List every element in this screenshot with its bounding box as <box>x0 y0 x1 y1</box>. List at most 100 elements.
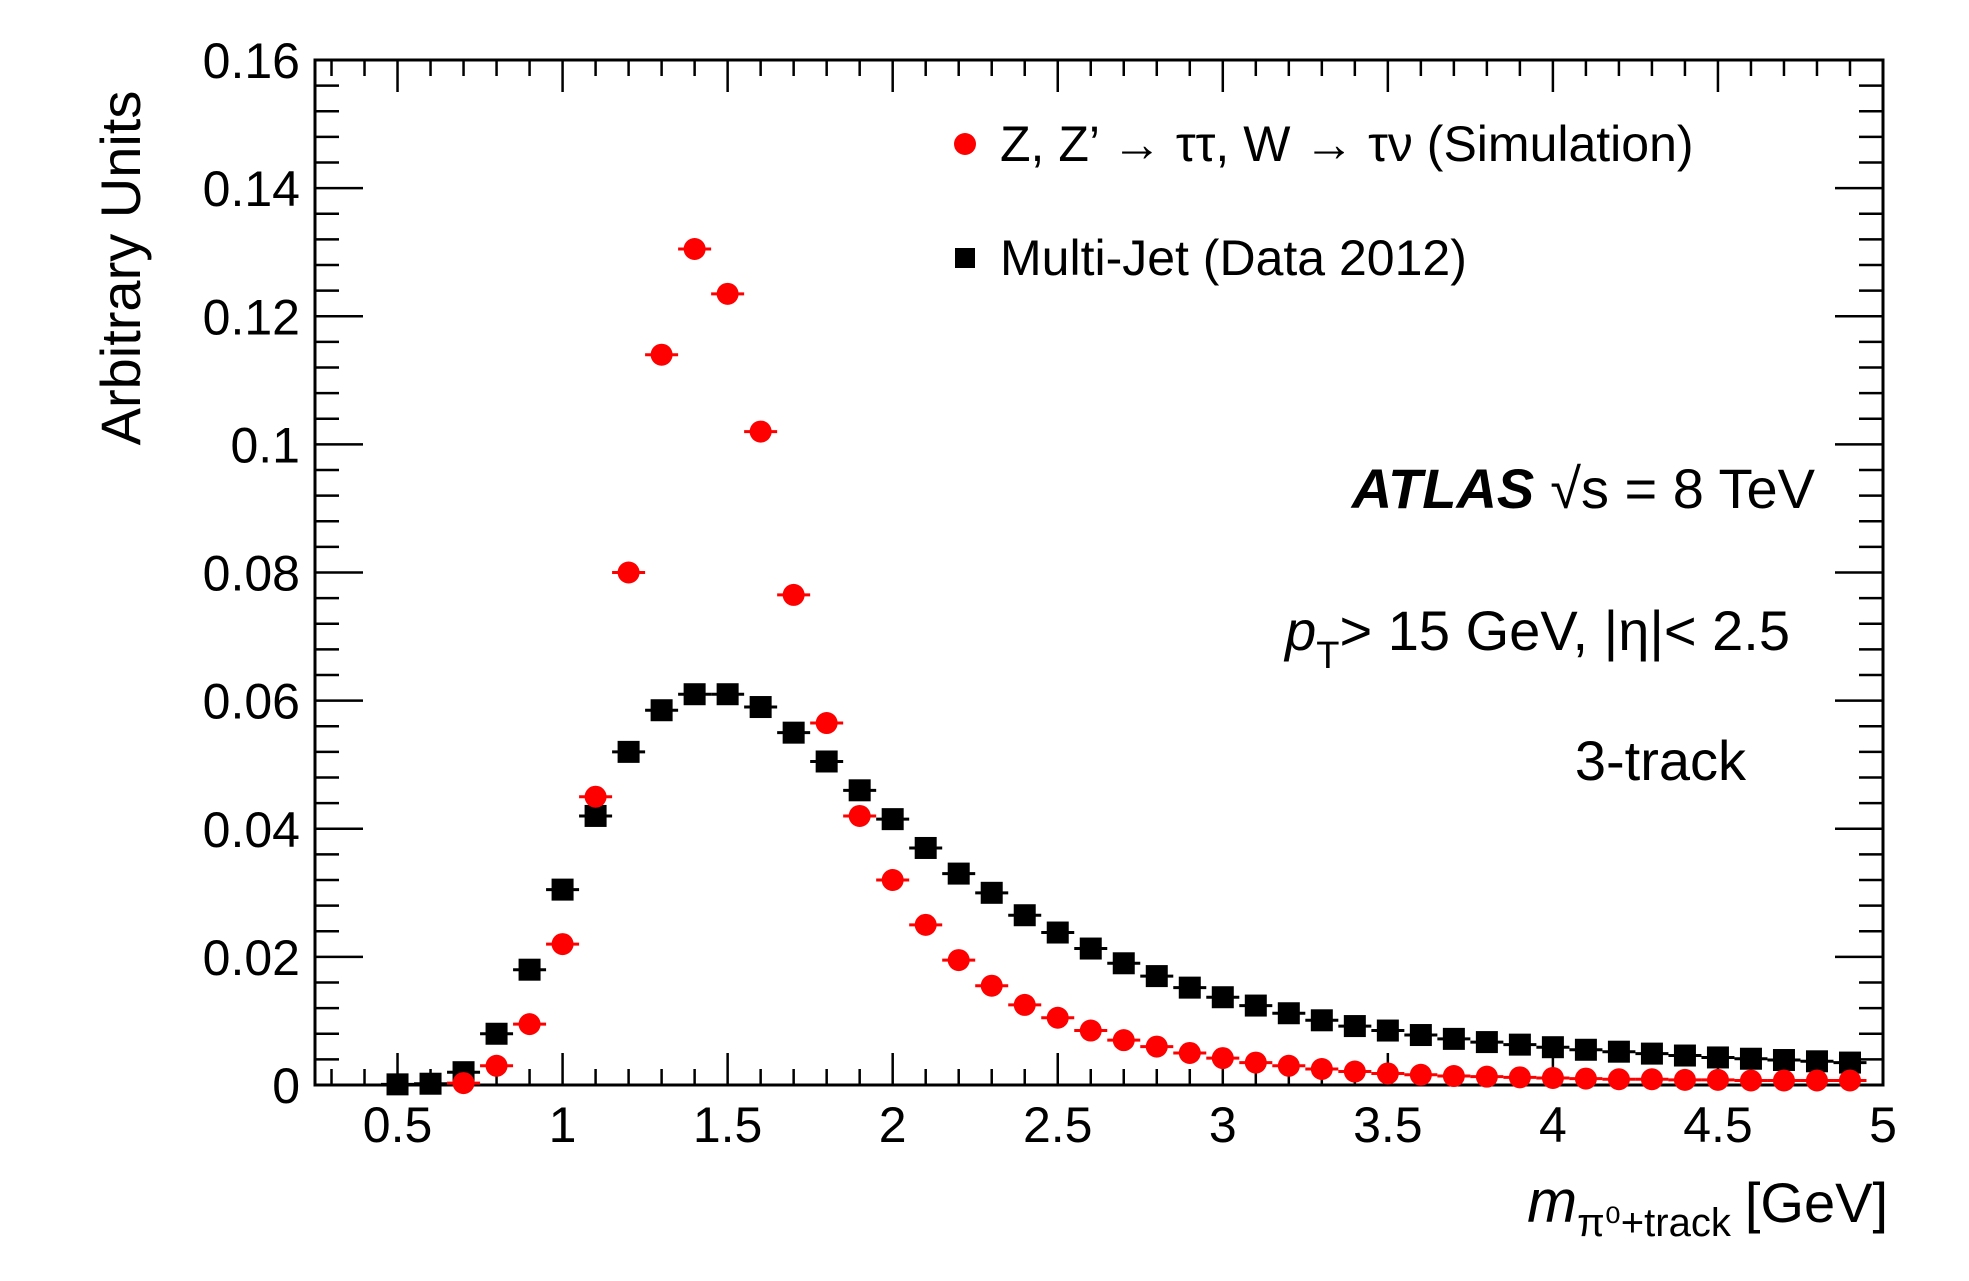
data-point <box>1013 993 1036 1016</box>
data-point <box>1541 1066 1564 1089</box>
data-point <box>1211 1047 1234 1070</box>
category-label: 3-track <box>1575 729 1747 792</box>
data-point <box>1508 1066 1531 1089</box>
data-point <box>1178 1041 1201 1064</box>
data-point <box>452 1072 475 1095</box>
data-point <box>980 881 1003 904</box>
y-tick-labels: 0 0.02 0.04 0.06 0.08 0.1 0.12 0.14 0.16 <box>203 33 300 1114</box>
data-point <box>1739 1069 1762 1092</box>
data-point <box>914 913 937 936</box>
x-tick-label: 5 <box>1869 1097 1897 1153</box>
data-series <box>381 237 1867 1096</box>
data-point <box>1805 1050 1828 1073</box>
data-point <box>1673 1044 1696 1067</box>
data-point <box>881 808 904 831</box>
x-tick-label: 1 <box>549 1097 577 1153</box>
data-point <box>1145 965 1168 988</box>
pt-symbol: p <box>1283 599 1316 662</box>
data-point <box>1145 1035 1168 1058</box>
data-point <box>1739 1047 1762 1070</box>
atlas-energy-label: ATLAS √s = 8 TeV <box>1350 457 1816 520</box>
data-point <box>881 869 904 891</box>
data-point <box>1079 937 1102 960</box>
data-point <box>584 785 607 808</box>
data-point <box>1277 1002 1300 1025</box>
pt-subscript: T <box>1316 635 1339 677</box>
x-tick-label: 3 <box>1209 1097 1237 1153</box>
data-point <box>617 740 640 763</box>
series-data <box>381 683 1867 1096</box>
data-point <box>1640 1068 1663 1091</box>
x-tick-labels: 0.5 1 1.5 2 2.5 3 3.5 4 4.5 5 <box>363 1097 1897 1153</box>
data-point <box>419 1072 442 1095</box>
data-point <box>584 804 607 827</box>
x-tick-label: 3.5 <box>1353 1097 1423 1153</box>
data-point <box>716 683 739 706</box>
data-point <box>1541 1036 1564 1059</box>
legend-marker-circle <box>954 133 976 155</box>
data-point <box>1607 1040 1630 1063</box>
data-point <box>749 696 772 719</box>
data-point <box>1046 921 1069 944</box>
data-point <box>1013 904 1036 927</box>
data-point <box>551 878 574 901</box>
data-point <box>1673 1068 1696 1091</box>
data-point <box>1409 1063 1432 1086</box>
data-point <box>1574 1038 1597 1061</box>
y-tick-label: 0.16 <box>203 33 300 89</box>
data-point <box>1772 1049 1795 1072</box>
data-point <box>815 712 838 735</box>
y-tick-label: 0.06 <box>203 674 300 730</box>
data-point <box>551 933 574 956</box>
x-axis-label-unit: [GeV] <box>1745 1171 1888 1234</box>
x-tick-label: 0.5 <box>363 1097 433 1153</box>
energy-label: √s = 8 TeV <box>1550 457 1815 520</box>
legend: Z, Z’ → ττ, W → τν (Simulation) Multi-Je… <box>954 116 1694 286</box>
data-point <box>650 699 673 722</box>
data-point <box>1343 1060 1366 1083</box>
data-point <box>1409 1024 1432 1047</box>
data-point <box>947 949 970 972</box>
axis-ticks <box>315 58 1885 1087</box>
data-point <box>617 561 640 584</box>
x-axis-label-symbol: m <box>1527 1168 1577 1235</box>
data-point <box>782 583 805 606</box>
data-point <box>1112 1029 1135 1052</box>
data-point <box>1772 1069 1795 1092</box>
data-point <box>749 420 772 443</box>
data-point <box>782 721 805 744</box>
data-point <box>1277 1054 1300 1077</box>
data-point <box>518 1013 541 1036</box>
data-point <box>1343 1015 1366 1038</box>
x-tick-label: 2.5 <box>1023 1097 1093 1153</box>
cuts-text: > 15 GeV, |η|< 2.5 <box>1340 599 1791 662</box>
data-point <box>1706 1068 1729 1091</box>
data-point <box>848 779 871 802</box>
data-point <box>1244 1051 1267 1074</box>
series-simulation <box>447 237 1867 1095</box>
legend-entry-data: Multi-Jet (Data 2012) <box>1000 230 1467 286</box>
plot-frame <box>313 58 1885 1087</box>
data-point <box>716 282 739 305</box>
data-point <box>848 804 871 827</box>
data-point <box>1376 1062 1399 1085</box>
y-tick-label: 0.02 <box>203 930 300 986</box>
x-axis-label-subscript: π⁰+track <box>1577 1201 1732 1245</box>
y-tick-label: 0.04 <box>203 802 300 858</box>
data-point <box>1475 1031 1498 1054</box>
data-point <box>1079 1019 1102 1042</box>
data-point <box>1640 1042 1663 1065</box>
data-point <box>1211 986 1234 1009</box>
data-point <box>947 862 970 885</box>
y-axis-label: Arbitrary Units <box>89 91 152 446</box>
data-point <box>1376 1019 1399 1042</box>
legend-marker-square <box>955 248 975 268</box>
data-point <box>1475 1065 1498 1088</box>
data-point <box>1838 1069 1861 1092</box>
data-point <box>1310 1057 1333 1080</box>
data-point <box>1442 1027 1465 1050</box>
x-tick-label: 1.5 <box>693 1097 763 1153</box>
data-point <box>1244 994 1267 1017</box>
kinematic-cuts-label: pT> 15 GeV, |η|< 2.5 <box>1283 599 1790 677</box>
